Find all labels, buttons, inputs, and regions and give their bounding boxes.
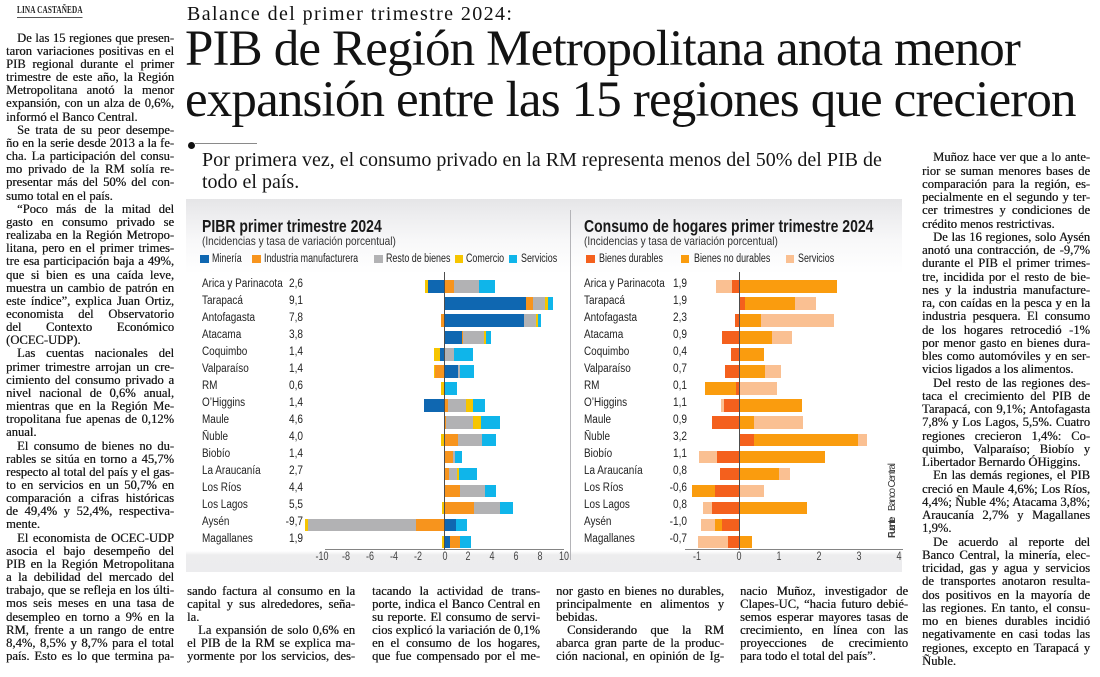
svg-text:Fuente: Fuente <box>887 516 898 538</box>
svg-text:Banco Central: Banco Central <box>887 463 898 511</box>
